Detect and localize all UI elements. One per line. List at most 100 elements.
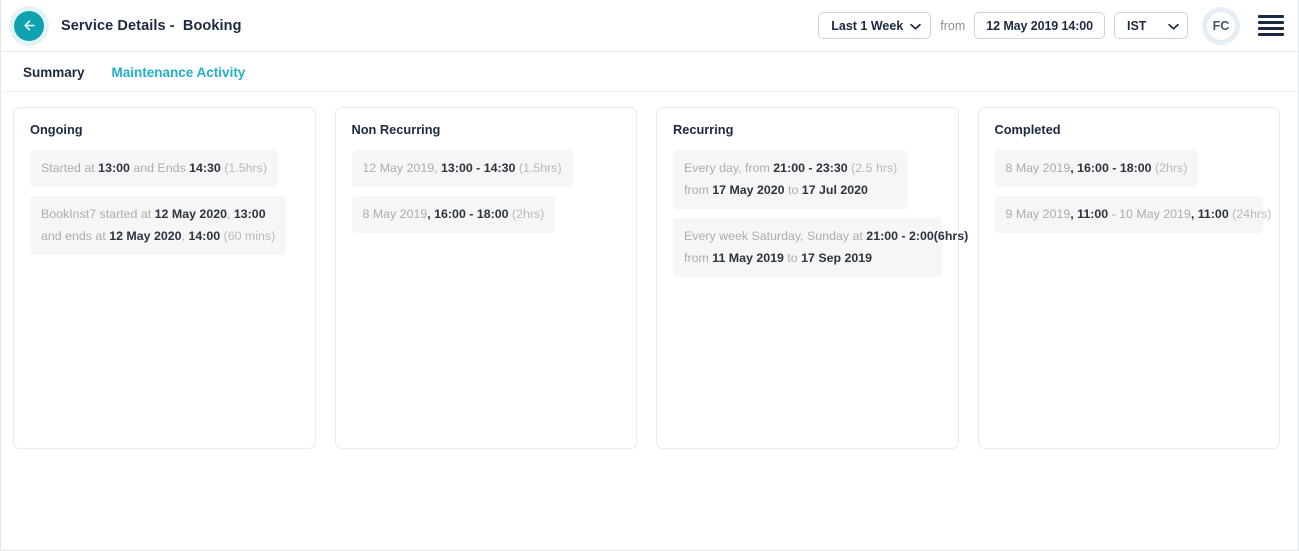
app-header: Service Details - Booking Last 1 Week fr… bbox=[1, 0, 1298, 52]
back-button[interactable] bbox=[14, 10, 44, 41]
entry-line: 9 May 2019, 11:00 - 10 May 2019, 11:00 (… bbox=[1005, 204, 1272, 225]
card-title: Completed bbox=[994, 122, 1061, 137]
entry-text: Every week Saturday, Sunday at bbox=[684, 229, 867, 243]
entry-text: (1.5hrs) bbox=[220, 161, 267, 175]
entry-text: and ends at bbox=[41, 229, 110, 243]
entry-row: 12 May 2019, 13:00 - 14:30 (1.5hrs) bbox=[351, 150, 621, 196]
entry-text: (2hrs) bbox=[1151, 161, 1188, 175]
entry-row: Every week Saturday, Sunday at 21:00 - 2… bbox=[673, 218, 968, 286]
entry-line: Started at 13:00 and Ends 14:30 (1.5hrs) bbox=[41, 158, 267, 179]
tab-summary[interactable]: Summary bbox=[23, 65, 85, 80]
entry-text: , bbox=[181, 229, 189, 243]
entry-value: - bbox=[472, 161, 484, 175]
entry-text: 9 May 2019 bbox=[1005, 207, 1071, 221]
date-value: 12 May 2019 14:00 bbox=[986, 18, 1093, 33]
tab-maintenance-activity[interactable]: Maintenance Activity bbox=[111, 65, 246, 80]
from-label: from bbox=[940, 18, 966, 33]
entry-value: 16:00 - 18:00 bbox=[1077, 161, 1152, 175]
header-controls: Last 1 Week from 12 May 2019 14:00 IST bbox=[818, 10, 1284, 41]
page-title: Service Details - Booking bbox=[61, 18, 242, 34]
entry-row: Every day, from 21:00 - 23:30 (2.5 hrs) f… bbox=[673, 150, 942, 218]
entry-value: 12 May 2020 bbox=[109, 229, 182, 243]
entry-value: , bbox=[1070, 207, 1078, 221]
card-non-recurring: Non Recurring 12 May 2019, 13:00 - 14:30 … bbox=[334, 107, 637, 449]
entry-line: BookInst7 started at 12 May 2020, 13:00 bbox=[41, 204, 275, 225]
entry-row: BookInst7 started at 12 May 2020, 13:00 a… bbox=[30, 196, 299, 264]
entry-line: 8 May 2019, 16:00 - 18:00 (2hrs) bbox=[363, 204, 545, 225]
entry-text: (2hrs) bbox=[508, 207, 545, 221]
entry-text: to bbox=[783, 251, 802, 265]
hamburger-menu-icon[interactable] bbox=[1258, 15, 1284, 37]
date-input[interactable]: 12 May 2019 14:00 bbox=[974, 12, 1105, 39]
entry-value: 11:00 bbox=[1197, 207, 1229, 221]
entry-value: 11:00 bbox=[1077, 207, 1109, 221]
entry-row: 9 May 2019, 11:00 - 10 May 2019, 11:00 (… bbox=[994, 196, 1272, 242]
entry-text: 12 May 2019, bbox=[362, 161, 442, 175]
schedule-entry[interactable]: Every day, from 21:00 - 23:30 (2.5 hrs) f… bbox=[673, 150, 909, 209]
time-range-select[interactable]: Last 1 Week bbox=[818, 12, 932, 39]
page-title-sub: Booking bbox=[182, 17, 242, 34]
entry-text: (60 mins) bbox=[220, 229, 276, 243]
tab-bar: Summary Maintenance Activity bbox=[1, 52, 1298, 92]
entry-value: 23:30 bbox=[816, 161, 848, 175]
entry-value: 17 Sep 2019 bbox=[801, 251, 873, 265]
card-title: Recurring bbox=[673, 122, 734, 137]
entry-value: 11 May 2019 bbox=[712, 251, 784, 265]
entry-line: 12 May 2019, 13:00 - 14:30 (1.5hrs) bbox=[363, 158, 562, 179]
entry-value: 14:00 bbox=[188, 229, 221, 243]
entry-text: Every day, from bbox=[684, 161, 774, 175]
time-range-label: Last 1 Week bbox=[831, 18, 904, 33]
timezone-select[interactable]: IST bbox=[1114, 12, 1188, 39]
entry-text: 8 May 2019 bbox=[1005, 161, 1071, 175]
schedule-entry[interactable]: 9 May 2019, 11:00 - 10 May 2019, 11:00 (… bbox=[994, 196, 1272, 233]
schedule-entry[interactable]: 8 May 2019, 16:00 - 18:00 (2hrs) bbox=[994, 150, 1199, 187]
entry-text: and Ends bbox=[129, 161, 190, 175]
card-recurring: Recurring Every day, from 21:00 - 23:30 (… bbox=[656, 107, 968, 449]
schedule-entry[interactable]: BookInst7 started at 12 May 2020, 13:00 a… bbox=[30, 196, 287, 255]
entry-row: 8 May 2019, 16:00 - 18:00 (2hrs) bbox=[994, 150, 1264, 196]
entry-text: BookInst7 started at bbox=[41, 207, 155, 221]
entry-value: , bbox=[1190, 207, 1198, 221]
entry-value: - bbox=[804, 161, 816, 175]
avatar[interactable]: FC bbox=[1206, 10, 1236, 41]
entry-value: 13:00 bbox=[98, 161, 130, 175]
summary-cards: Ongoing Started at 13:00 and Ends 14:30 (… bbox=[1, 92, 1298, 449]
schedule-entry[interactable]: 8 May 2019, 16:00 - 18:00 (2hrs) bbox=[351, 196, 556, 233]
entry-line: from 17 May 2020 to 17 Jul 2020 bbox=[684, 180, 897, 201]
entry-row: 8 May 2019, 16:00 - 18:00 (2hrs) bbox=[351, 196, 621, 242]
timezone-value: IST bbox=[1127, 18, 1147, 33]
entry-text: from bbox=[684, 183, 713, 197]
schedule-entry[interactable]: Every week Saturday, Sunday at 21:00 - 2… bbox=[673, 218, 968, 277]
entry-text: , bbox=[227, 207, 234, 221]
entry-row: Started at 13:00 and Ends 14:30 (1.5hrs) bbox=[30, 150, 299, 196]
entry-value: , bbox=[1070, 161, 1078, 175]
avatar-initials: FC bbox=[1212, 18, 1230, 33]
schedule-entry[interactable]: Started at 13:00 and Ends 14:30 (1.5hrs) bbox=[30, 150, 278, 187]
entry-value: 16:00 - 18:00 bbox=[434, 207, 509, 221]
card-title: Ongoing bbox=[30, 122, 83, 137]
entry-value: 17 May 2020 bbox=[712, 183, 785, 197]
entry-text: - 10 May 2019 bbox=[1108, 207, 1191, 221]
entry-value: 13:00 bbox=[233, 207, 266, 221]
entry-value: 12 May 2020 bbox=[154, 207, 227, 221]
chevron-down-icon bbox=[1168, 19, 1179, 33]
entry-text: (2.5 hrs) bbox=[847, 161, 898, 175]
entry-value: 17 Jul 2020 bbox=[801, 183, 868, 197]
entry-text: 8 May 2019 bbox=[362, 207, 428, 221]
entry-text: from bbox=[684, 251, 713, 265]
entry-text: (24hrs) bbox=[1228, 207, 1272, 221]
page-title-main: Service Details - bbox=[61, 17, 175, 34]
entry-value: 21:00 - 2:00(6hrs) bbox=[866, 229, 969, 243]
schedule-entry[interactable]: 12 May 2019, 13:00 - 14:30 (1.5hrs) bbox=[351, 150, 573, 187]
entry-value: 21:00 bbox=[773, 161, 805, 175]
entry-text: Started at bbox=[41, 161, 99, 175]
arrow-left-icon bbox=[22, 18, 37, 33]
chevron-down-icon bbox=[910, 19, 921, 33]
entry-value: 13:00 bbox=[441, 161, 473, 175]
entry-line: and ends at 12 May 2020, 14:00 (60 mins) bbox=[41, 226, 275, 247]
entry-line: Every week Saturday, Sunday at 21:00 - 2… bbox=[684, 226, 968, 247]
card-completed: Completed 8 May 2019, 16:00 - 18:00 (2hrs… bbox=[977, 107, 1280, 449]
entry-value: 14:30 bbox=[483, 161, 516, 175]
entry-value: 14:30 bbox=[189, 161, 221, 175]
